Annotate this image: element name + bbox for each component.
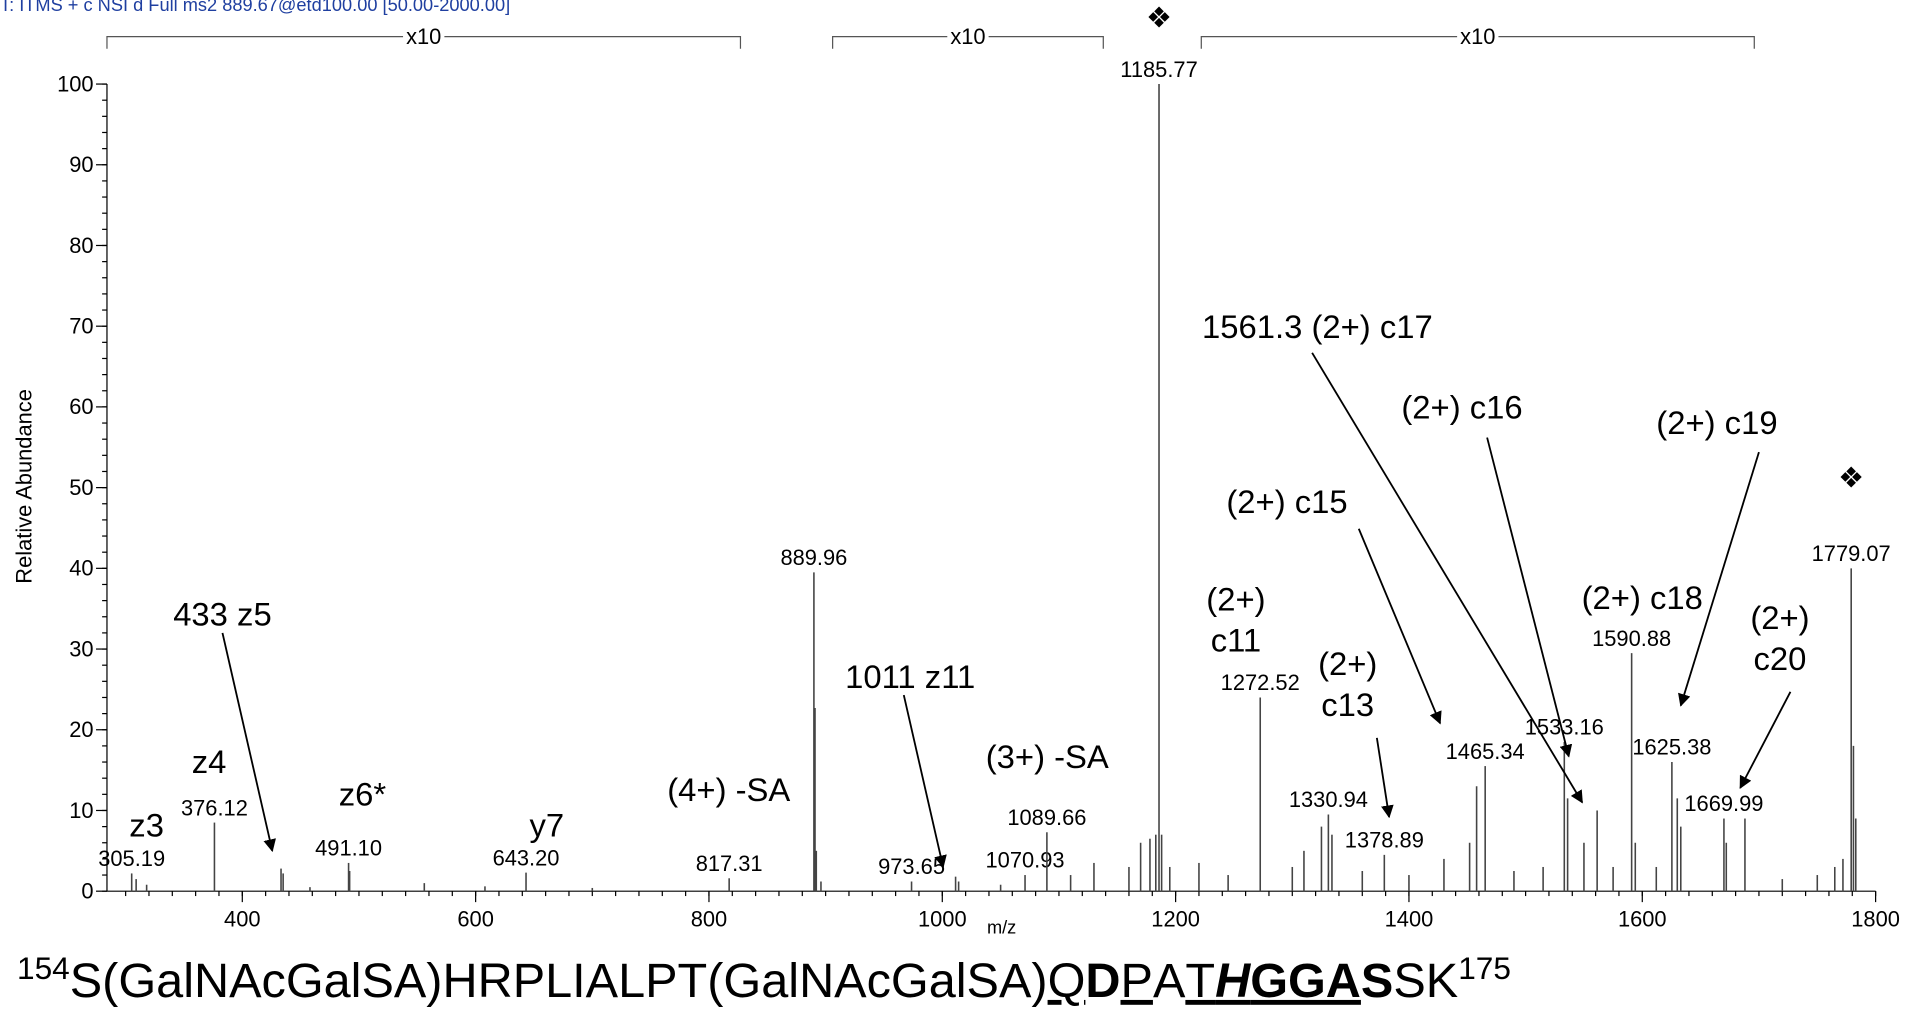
annotation: c20 <box>1753 640 1806 677</box>
peak-label: 817.31 <box>696 851 763 876</box>
sequence-segment: GGA <box>1250 954 1361 1008</box>
scan-header: T: ITMS + c NSI d Full ms2 889.67@etd100… <box>0 0 510 15</box>
peak-label: 305.19 <box>98 846 165 871</box>
sequence-segment: Q <box>1048 954 1086 1008</box>
peak-label: 1625.38 <box>1632 735 1711 760</box>
peptide-sequence: 154S(GalNAcGalSA)HRPLIALPT(GalNAcGalSA)Q… <box>17 950 1511 1008</box>
annotation: z4 <box>192 743 227 780</box>
sequence-segment: S <box>1361 954 1393 1008</box>
annotation: (2+) <box>1206 580 1265 617</box>
y-tick-label: 100 <box>57 71 93 96</box>
peak-label: 1669.99 <box>1684 791 1763 816</box>
zoom-label: x10 <box>950 24 985 49</box>
annotation: (2+) c19 <box>1656 404 1777 441</box>
x-tick-label: 600 <box>457 906 494 931</box>
y-tick-label: 70 <box>69 313 93 338</box>
zoom-label-bg <box>947 24 989 49</box>
peak-label: 1089.66 <box>1007 805 1086 830</box>
y-tick-label: 10 <box>69 798 93 823</box>
y-tick-label: 80 <box>69 233 93 258</box>
x-tick-label: 1200 <box>1151 906 1200 931</box>
annotation: 433 z5 <box>173 595 272 632</box>
annotation: z6* <box>339 775 387 812</box>
y-tick-label: 50 <box>69 475 93 500</box>
zoom-label-bg <box>1457 24 1499 49</box>
annotation: (2+) c18 <box>1582 579 1703 616</box>
sequence-segment: D <box>1085 954 1120 1008</box>
annotation-arrow <box>1357 528 1442 725</box>
sequence-segment: S(GalNAcGalSA)HRPLIALPT(GalNAcGalSA) <box>70 954 1048 1008</box>
annotation: 1561.3 (2+) c17 <box>1202 308 1433 345</box>
marker: ❖ <box>1838 463 1864 495</box>
x-tick-label: 800 <box>691 906 728 931</box>
y-axis-label: Relative Abundance <box>12 389 37 584</box>
zoom-label: x10 <box>1460 24 1495 49</box>
peak-label: 1465.34 <box>1446 739 1525 764</box>
annotation-arrow <box>1311 352 1583 804</box>
annotation: z3 <box>129 807 164 844</box>
annotation: y7 <box>529 807 564 844</box>
sequence-segment: 175 <box>1458 950 1511 986</box>
annotation-arrow <box>1678 451 1760 707</box>
zoom-label: x10 <box>406 24 441 49</box>
sequence-segment: P <box>1121 954 1153 1008</box>
x-tick-label: 1600 <box>1618 906 1667 931</box>
y-tick-label: 90 <box>69 152 93 177</box>
annotation: (3+) -SA <box>986 738 1109 775</box>
annotation: 1011 z11 <box>845 658 975 695</box>
annotation-arrow <box>221 632 276 853</box>
annotation: (2+) c16 <box>1401 389 1522 426</box>
annotation-arrow <box>1739 691 1792 790</box>
sequence-segment: 154 <box>17 950 70 986</box>
peak-label: 491.10 <box>315 836 382 861</box>
y-tick-label: 40 <box>69 556 93 581</box>
y-tick-label: 0 <box>81 878 93 903</box>
marker: ❖ <box>1146 3 1172 35</box>
zoom-label-bg <box>403 24 445 49</box>
y-tick-label: 60 <box>69 394 93 419</box>
peak-label: 1779.07 <box>1812 541 1891 566</box>
y-tick-label: 30 <box>69 636 93 661</box>
peak-label: 1378.89 <box>1345 828 1424 853</box>
peak-label: 1070.93 <box>986 848 1065 873</box>
peak-label: 889.96 <box>780 545 847 570</box>
sequence-segment: H <box>1215 954 1251 1008</box>
peak-label: 1590.88 <box>1592 626 1671 651</box>
sequence-segment: T <box>1185 954 1215 1008</box>
annotation-arrow <box>902 694 947 869</box>
y-tick-label: 20 <box>69 717 93 742</box>
x-tick-label: 1000 <box>918 906 967 931</box>
annotation: c13 <box>1321 686 1374 723</box>
annotation: c11 <box>1211 622 1261 659</box>
annotation-arrow <box>1375 737 1394 819</box>
annotation: (2+) <box>1318 645 1377 682</box>
peak-label: 973.65 <box>878 854 945 879</box>
annotation: (2+) <box>1750 599 1809 636</box>
annotation: (2+) c15 <box>1226 483 1347 520</box>
x-axis-label: m/z <box>987 917 1016 938</box>
x-tick-label: 400 <box>224 906 261 931</box>
sequence-segment: SK <box>1393 954 1458 1008</box>
peak-label: 643.20 <box>493 845 560 870</box>
annotation-arrow <box>1486 437 1573 758</box>
x-tick-label: 1400 <box>1385 906 1434 931</box>
sequence-segment: A <box>1153 954 1186 1008</box>
peak-label: 1272.52 <box>1221 670 1300 695</box>
peak-label: 1330.94 <box>1289 787 1368 812</box>
peak-label: 376.12 <box>181 795 248 820</box>
x-tick-label: 1800 <box>1851 906 1900 931</box>
annotation: (4+) -SA <box>667 771 790 808</box>
peak-label: 1185.77 <box>1120 57 1197 82</box>
